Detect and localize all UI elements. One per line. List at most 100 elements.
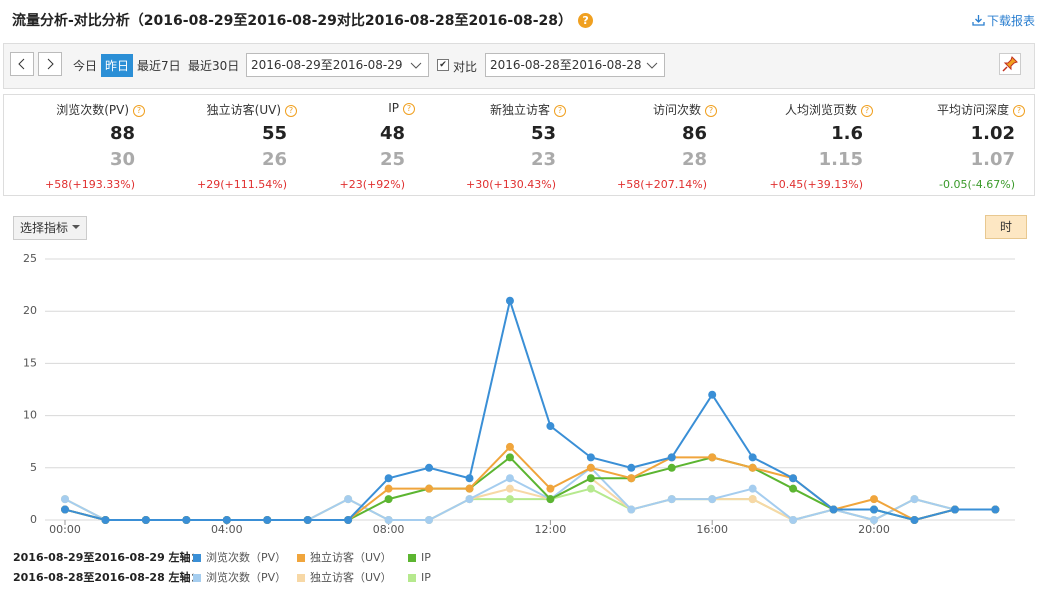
legend-swatch — [297, 554, 305, 562]
series-line — [64, 445, 996, 522]
legend-label: IP — [421, 571, 431, 584]
metric-change: +58(+193.33%) — [45, 178, 135, 191]
data-point — [425, 516, 434, 524]
legend-swatch — [297, 574, 305, 582]
data-point — [505, 474, 514, 483]
metric-previous: 30 — [109, 149, 135, 170]
y-tick-label: 0 — [30, 513, 37, 526]
help-icon[interactable]: ? — [861, 105, 873, 117]
metric-current: 55 — [261, 123, 287, 144]
data-point — [384, 474, 393, 483]
legend-label: 独立访客（UV） — [310, 550, 392, 564]
y-tick-label: 20 — [23, 304, 37, 317]
data-point — [263, 516, 272, 524]
toolbar: 今日 昨日 最近7日 最近30日 2016-08-29至2016-08-29 ✔… — [3, 43, 1035, 89]
data-point — [182, 516, 191, 524]
data-point — [829, 505, 838, 514]
data-point — [829, 505, 838, 514]
next-button[interactable] — [38, 52, 62, 76]
download-text: 下载报表 — [986, 14, 1035, 28]
data-point — [627, 505, 636, 514]
help-icon[interactable]: ? — [285, 105, 297, 117]
data-point — [505, 453, 514, 462]
data-point — [546, 495, 555, 504]
series-line — [64, 466, 996, 522]
data-point — [586, 474, 595, 483]
data-point — [182, 516, 191, 524]
data-point — [344, 516, 353, 524]
data-point — [627, 505, 636, 514]
quick-range[interactable]: 最近30日 — [188, 59, 240, 73]
data-point — [222, 516, 231, 524]
data-point — [546, 422, 555, 431]
data-point — [748, 495, 757, 504]
metric-header: IP? — [388, 101, 415, 115]
data-point — [910, 516, 919, 524]
data-point — [667, 495, 676, 504]
legend-label: 浏览次数（PV） — [206, 570, 286, 584]
data-point — [748, 484, 757, 493]
data-point — [505, 442, 514, 451]
data-point — [222, 516, 231, 524]
help-icon[interactable]: ? — [1013, 105, 1025, 117]
quick-range-active[interactable]: 昨日 — [101, 54, 134, 77]
data-point — [61, 505, 69, 514]
x-tick-label: 20:00 — [858, 523, 890, 536]
prev-button[interactable] — [10, 52, 34, 76]
metric-header: 访问次数? — [653, 101, 717, 118]
metric-picker-text: 选择指标 — [20, 221, 69, 235]
data-point — [61, 505, 69, 514]
data-point — [586, 484, 595, 493]
x-tick-label: 00:00 — [49, 523, 81, 536]
data-point — [263, 516, 272, 524]
data-point — [141, 516, 150, 524]
data-point — [586, 474, 595, 483]
data-point — [870, 495, 878, 504]
data-point — [344, 495, 353, 504]
data-point — [950, 505, 959, 514]
data-point — [546, 495, 555, 504]
compare-select[interactable]: 2016-08-28至2016-08-28 — [485, 53, 665, 77]
data-point — [667, 453, 676, 462]
help-icon[interactable]: ? — [554, 105, 566, 117]
data-point — [586, 463, 595, 472]
data-point — [910, 495, 919, 504]
legend-label: IP — [421, 551, 431, 564]
data-point — [950, 505, 959, 514]
metric-current: 86 — [681, 123, 707, 144]
series-line — [64, 477, 996, 522]
pin-button[interactable] — [999, 53, 1021, 75]
compare-checkbox[interactable]: ✔ — [437, 59, 449, 71]
help-icon[interactable]: ? — [705, 105, 717, 117]
download-button[interactable]: 下载报表 — [972, 12, 1035, 29]
data-point — [263, 516, 272, 524]
data-point — [61, 495, 69, 504]
granularity-button[interactable]: 时 — [985, 215, 1027, 239]
date-select[interactable]: 2016-08-29至2016-08-29 — [246, 53, 429, 77]
quick-range[interactable]: 最近7日 — [137, 59, 181, 73]
data-point — [667, 495, 676, 504]
data-point — [789, 474, 798, 483]
metric-current: 1.02 — [970, 123, 1015, 144]
data-point — [667, 463, 676, 472]
data-point — [465, 495, 474, 504]
dropdown-arrow — [71, 225, 80, 229]
help-icon[interactable]: ? — [133, 105, 145, 117]
data-point — [141, 516, 150, 524]
dropdown-arrow — [410, 62, 422, 69]
data-point — [708, 453, 717, 462]
data-point — [829, 505, 838, 514]
title-text: 流量分析-对比分析（2016-08-29至2016-08-29对比2016-08… — [12, 13, 573, 29]
quick-range[interactable]: 今日 — [73, 59, 98, 73]
data-point — [222, 516, 231, 524]
x-tick-label: 16:00 — [696, 523, 728, 536]
metric-card: 独立访客(UV)? 55 26 +29(+111.54%) — [145, 95, 297, 195]
data-point — [870, 516, 878, 524]
data-point — [61, 495, 69, 504]
help-icon[interactable]: ? — [578, 13, 594, 28]
data-point — [101, 516, 110, 524]
y-tick-label: 15 — [23, 356, 37, 369]
help-icon[interactable]: ? — [403, 103, 415, 115]
data-point — [425, 484, 434, 493]
metric-picker[interactable]: 选择指标 — [13, 216, 87, 240]
